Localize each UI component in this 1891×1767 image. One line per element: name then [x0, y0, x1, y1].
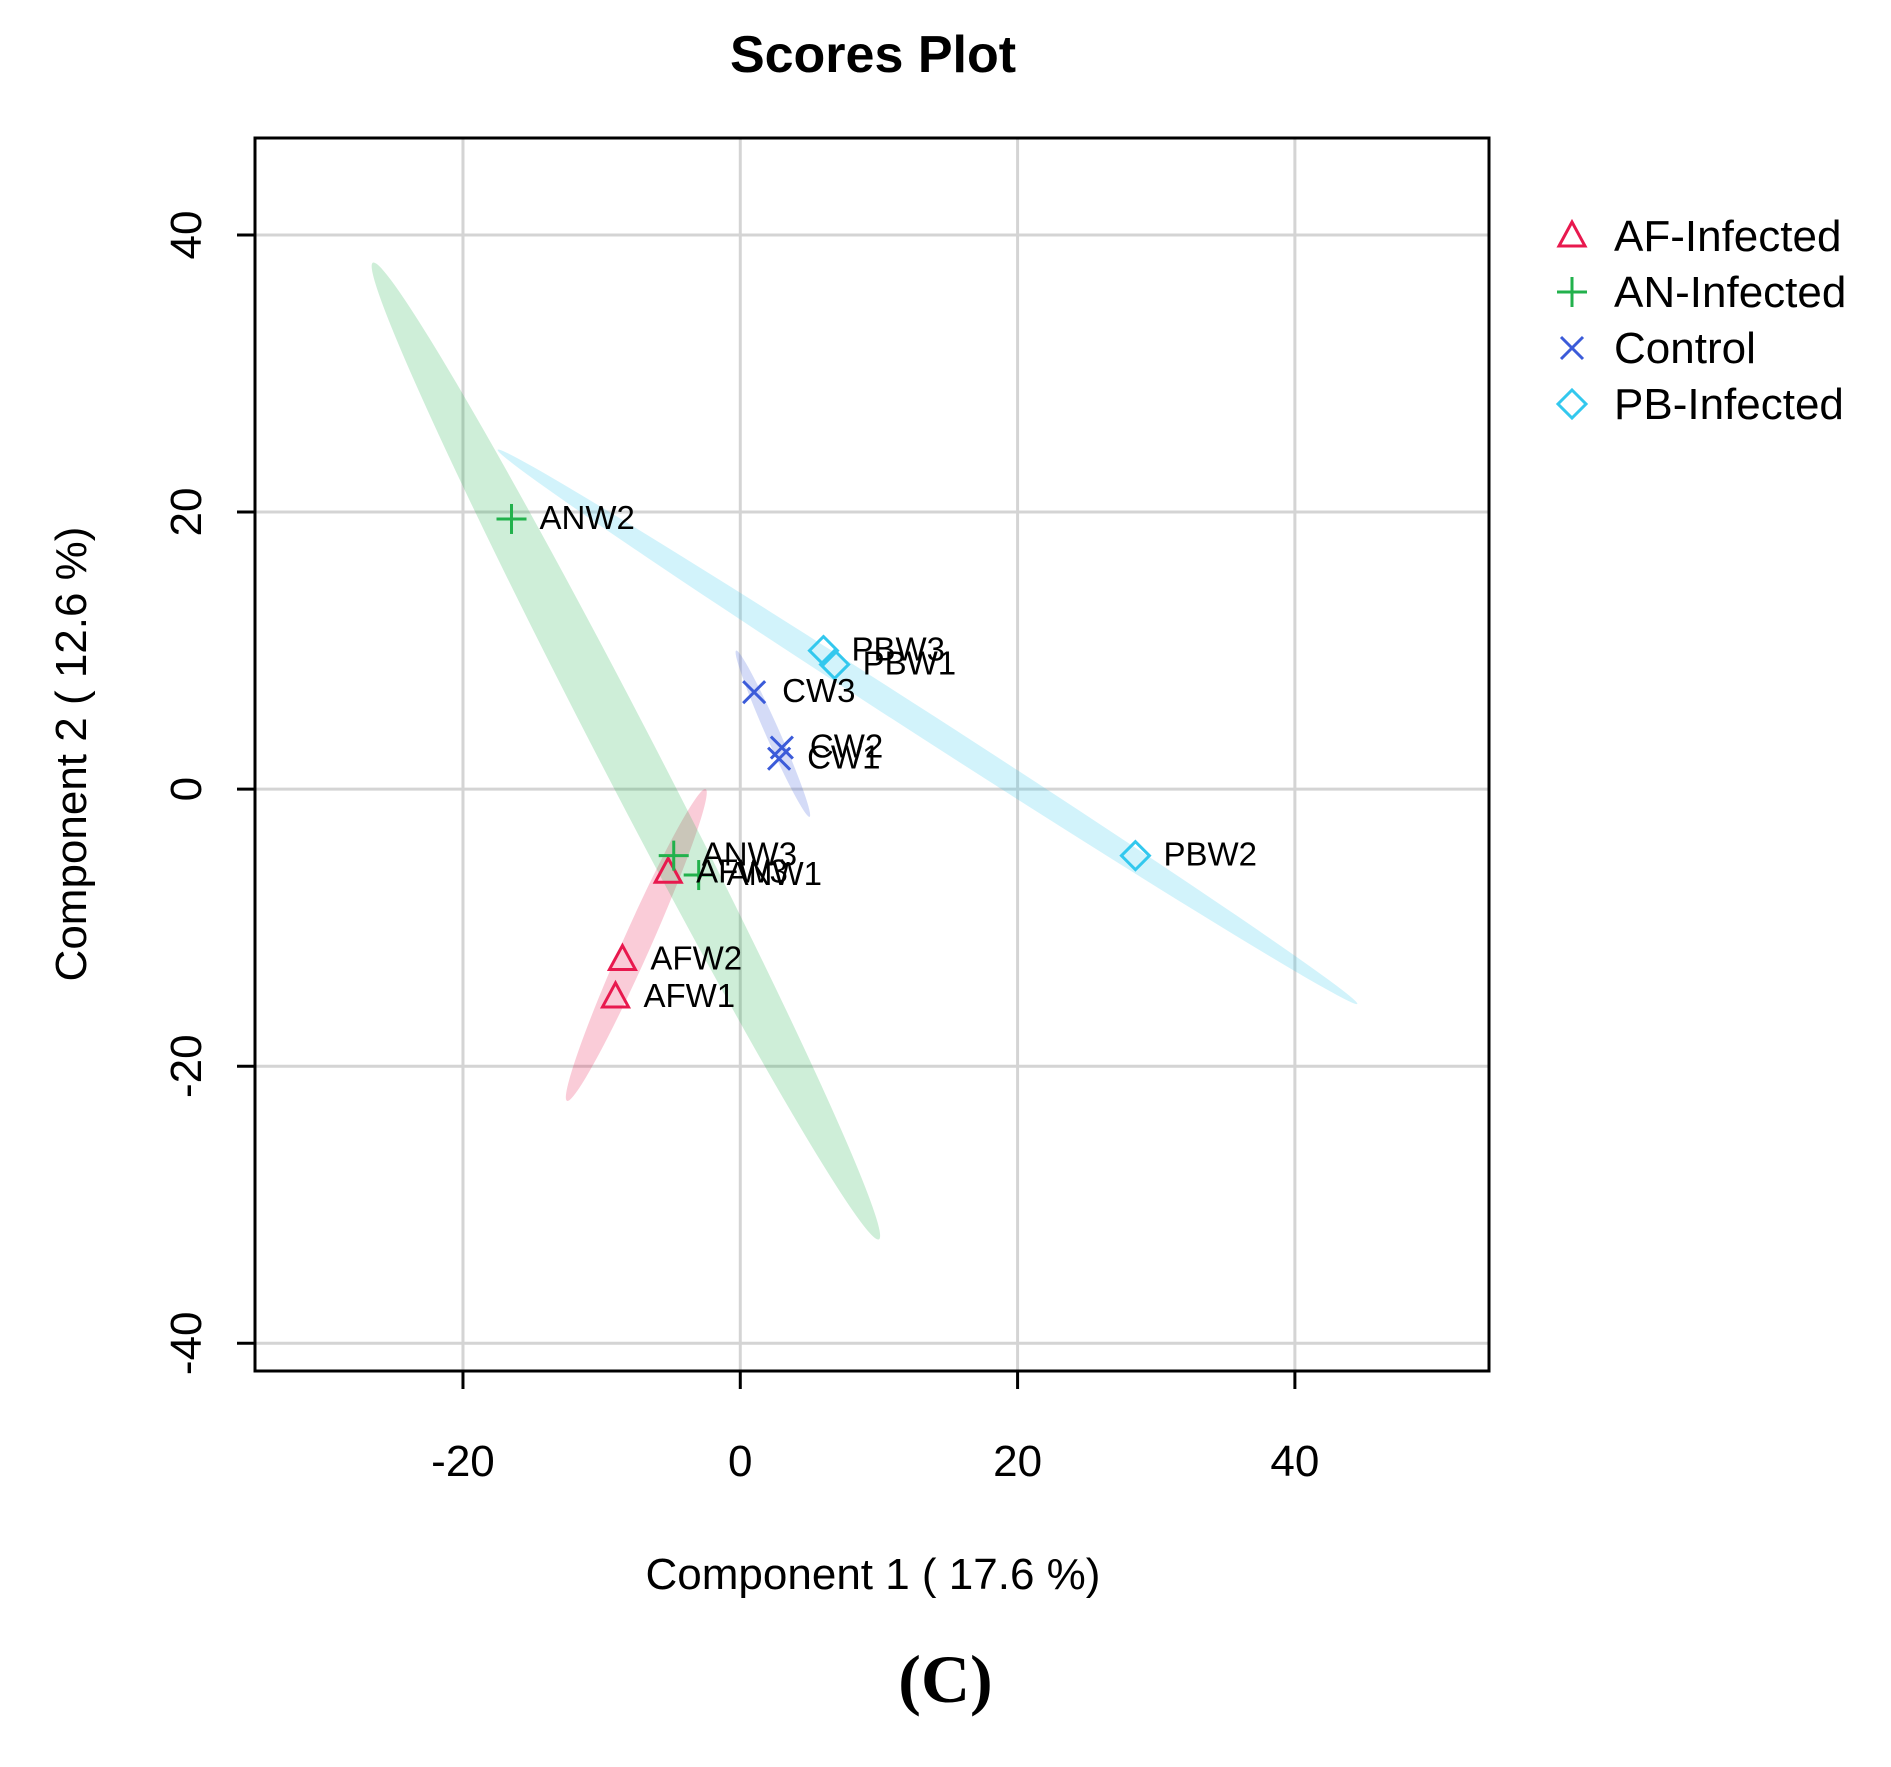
x-tick-label: 20 [993, 1437, 1042, 1486]
legend-marker-an-infected [1557, 277, 1587, 307]
plot-frame [253, 136, 1491, 1373]
grid-lines [255, 138, 1489, 1371]
legend-marker-af-infected [1556, 218, 1588, 248]
legend-label-af-infected: AF-Infected [1614, 212, 1841, 261]
y-axis: -40 -20 0 20 40 [162, 211, 255, 1375]
x-tick-label: 0 [728, 1437, 752, 1486]
point-pbw2 [1119, 839, 1152, 872]
ellipse-an-infected [371, 262, 881, 1240]
point-label-anw2: ANW2 [540, 499, 635, 536]
data-points [496, 503, 1152, 1009]
point-cw2 [769, 735, 794, 760]
point-label-pbw3: PBW3 [851, 631, 945, 668]
y-tick-label: 20 [162, 488, 211, 537]
x-axis-label: Component 1 ( 17.6 %) [646, 1550, 1101, 1599]
x-axis: -20 0 20 40 [431, 1371, 1319, 1486]
point-afw2 [606, 942, 638, 972]
point-pbw1 [818, 648, 851, 681]
point-label-anw3: ANW3 [702, 836, 797, 873]
legend: AF-Infected AN-Infected Control PB-Infected [1555, 212, 1846, 429]
point-pbw3 [807, 634, 840, 667]
legend-label-control: Control [1614, 324, 1756, 373]
point-label-afw1: AFW1 [643, 977, 735, 1014]
legend-label-an-infected: AN-Infected [1614, 268, 1846, 317]
ellipse-pb-infected [497, 449, 1358, 1005]
legend-marker-pb-infected [1555, 387, 1589, 421]
point-cw3 [742, 680, 767, 705]
x-tick-label: -20 [431, 1437, 495, 1486]
point-label-cw1: CW1 [807, 739, 880, 776]
confidence-ellipses [371, 262, 1358, 1240]
point-afw1 [599, 979, 632, 1009]
point-label-pbw2: PBW2 [1163, 836, 1257, 873]
y-tick-label: -40 [162, 1311, 211, 1375]
point-label-pbw1: PBW1 [863, 644, 957, 681]
legend-marker-control [1559, 335, 1585, 361]
point-label-afw3: AFW3 [696, 852, 788, 889]
point-labels: AFW1AFW2AFW3ANW1ANW2ANW3CW1CW2CW3PBW1PBW… [540, 499, 1257, 1014]
point-anw3 [658, 840, 689, 871]
y-tick-label: 40 [162, 211, 211, 260]
point-label-cw2: CW2 [810, 728, 883, 765]
chart-title: Scores Plot [730, 26, 1016, 84]
point-label-afw2: AFW2 [650, 940, 742, 977]
point-anw1 [683, 860, 714, 891]
legend-label-pb-infected: PB-Infected [1614, 380, 1844, 429]
y-tick-label: 0 [162, 777, 211, 801]
figure-caption: (C) [898, 1641, 993, 1717]
x-tick-label: 40 [1270, 1437, 1319, 1486]
y-axis-label: Component 2 ( 12.6 %) [47, 527, 96, 982]
point-label-cw3: CW3 [782, 672, 855, 709]
y-tick-label: -20 [162, 1034, 211, 1098]
point-anw2 [496, 503, 527, 534]
point-label-anw1: ANW1 [727, 855, 822, 892]
